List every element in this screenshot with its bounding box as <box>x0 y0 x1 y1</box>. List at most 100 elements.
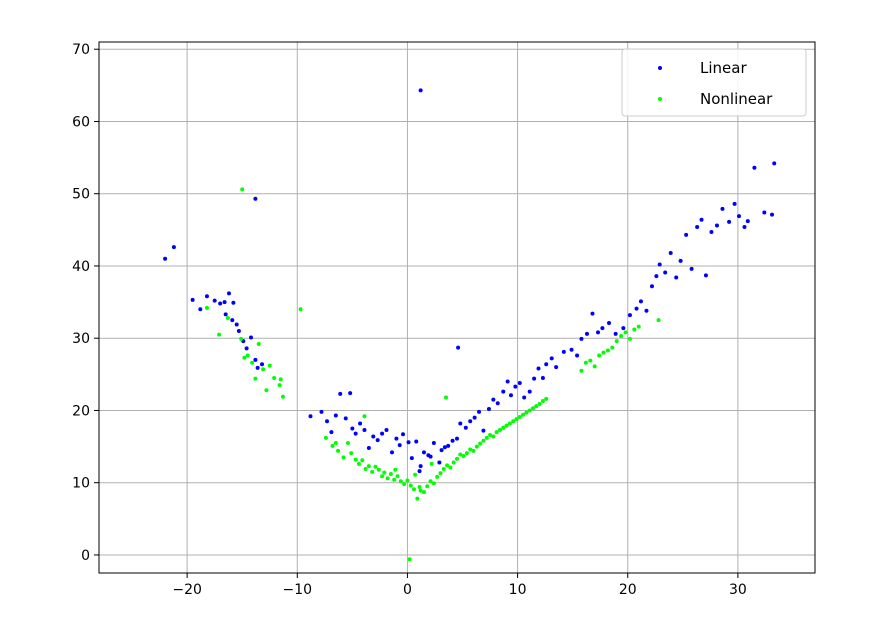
data-point <box>468 419 473 424</box>
data-point <box>770 212 775 217</box>
data-point <box>663 270 668 275</box>
data-point <box>360 458 365 463</box>
data-point <box>678 258 683 263</box>
data-point <box>501 389 506 394</box>
data-point <box>264 388 269 393</box>
data-point <box>450 438 455 443</box>
x-tick-label: 0 <box>403 582 412 598</box>
data-point <box>373 464 378 469</box>
data-point <box>234 322 239 327</box>
x-axis: −20 −10 0 10 20 30 <box>172 573 747 598</box>
data-point <box>405 478 410 483</box>
data-point <box>477 409 482 414</box>
data-point <box>333 413 338 418</box>
data-point <box>363 466 368 471</box>
data-point <box>390 450 395 455</box>
data-point <box>418 488 423 493</box>
data-point <box>632 327 637 332</box>
data-point <box>649 284 654 289</box>
x-tick-label: 10 <box>509 582 527 598</box>
data-point <box>595 330 600 335</box>
data-point <box>544 362 549 367</box>
data-point <box>455 456 459 461</box>
x-tick-label: −10 <box>283 582 313 598</box>
data-point <box>579 368 584 373</box>
data-point <box>501 425 506 430</box>
data-point <box>407 557 412 562</box>
data-point <box>636 324 641 329</box>
data-point <box>590 311 595 316</box>
data-point <box>497 427 502 432</box>
data-point <box>349 451 354 456</box>
data-point <box>517 380 522 385</box>
y-tick-label: 20 <box>72 403 90 419</box>
data-point <box>569 347 574 352</box>
data-point <box>527 389 532 394</box>
data-point <box>277 383 282 388</box>
series-nonlinear <box>204 187 661 562</box>
data-point <box>338 391 343 396</box>
data-point <box>356 461 361 466</box>
data-point <box>656 318 661 323</box>
data-point <box>388 472 393 477</box>
data-point <box>494 430 499 435</box>
data-point <box>231 300 236 305</box>
data-point <box>253 357 258 362</box>
series-linear <box>163 88 777 474</box>
data-point <box>610 345 615 350</box>
data-point <box>507 421 512 426</box>
data-point <box>527 408 532 413</box>
data-point <box>280 394 285 399</box>
data-point <box>471 448 476 453</box>
data-point <box>534 404 539 409</box>
data-point <box>619 334 624 339</box>
data-point <box>239 336 244 341</box>
data-point <box>222 300 227 305</box>
data-point <box>421 450 426 455</box>
data-point <box>464 451 469 456</box>
data-point <box>458 452 463 457</box>
data-point <box>408 483 413 488</box>
data-point <box>431 481 436 486</box>
data-point <box>524 410 529 415</box>
data-point <box>531 406 536 411</box>
data-point <box>544 396 549 401</box>
data-point <box>350 426 355 431</box>
data-point <box>505 379 510 384</box>
data-points <box>163 88 777 562</box>
data-point <box>353 457 358 462</box>
data-point <box>745 219 750 224</box>
data-point <box>398 479 403 484</box>
data-point <box>579 336 584 341</box>
data-point <box>508 393 513 398</box>
data-point <box>392 477 397 482</box>
y-tick-label: 30 <box>72 331 90 347</box>
legend-label-linear: Linear <box>700 59 747 77</box>
data-point <box>601 350 606 355</box>
data-point <box>217 332 222 337</box>
data-point <box>204 294 209 299</box>
data-point <box>638 299 643 304</box>
data-point <box>445 463 450 468</box>
data-point <box>425 484 430 489</box>
data-point <box>421 490 426 495</box>
data-point <box>417 485 422 490</box>
data-point <box>644 308 649 313</box>
data-point <box>472 415 477 420</box>
data-point <box>597 353 602 358</box>
x-tick-label: 30 <box>729 582 747 598</box>
data-point <box>401 432 406 437</box>
data-point <box>517 414 522 419</box>
data-point <box>613 331 618 336</box>
data-point <box>549 356 554 361</box>
data-point <box>343 416 348 421</box>
data-point <box>627 336 632 341</box>
data-point <box>742 224 747 229</box>
data-point <box>689 266 694 271</box>
data-point <box>674 275 679 280</box>
data-point <box>204 305 209 310</box>
data-point <box>325 419 330 424</box>
y-tick-label: 10 <box>72 476 90 492</box>
data-point <box>481 438 486 443</box>
